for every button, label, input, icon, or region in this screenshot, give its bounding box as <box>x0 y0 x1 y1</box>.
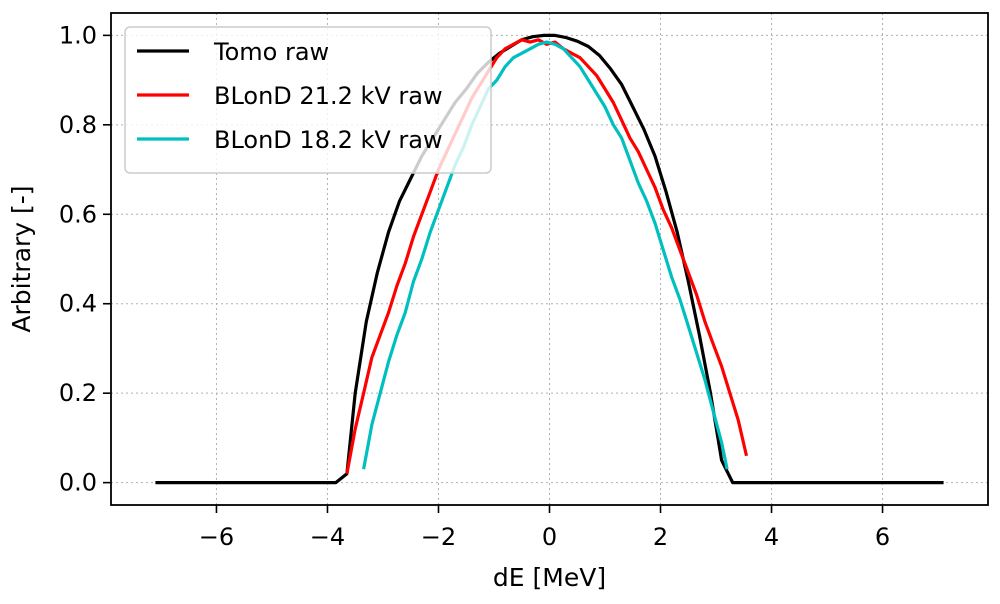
x-tick-label: −2 <box>421 523 456 551</box>
x-tick-label: 2 <box>653 523 668 551</box>
series-line-3 <box>362 40 729 470</box>
x-tick-label: 6 <box>875 523 890 551</box>
x-tick-label: 0 <box>542 523 557 551</box>
x-tick-label: 4 <box>764 523 779 551</box>
legend-label: BLonD 18.2 kV raw <box>214 126 443 154</box>
x-tick-label: −6 <box>199 523 234 551</box>
y-tick-label: 0.6 <box>59 200 97 228</box>
y-tick-label: 0.2 <box>59 379 97 407</box>
axis-ticks: −6 −4 −2 0 2 4 6 0.0 0.2 0.4 0.6 0.8 1.0 <box>59 21 890 551</box>
legend: Tomo raw BLonD 21.2 kV raw BLonD 18.2 kV r… <box>124 26 492 174</box>
y-axis-label: Arbitrary [-] <box>7 185 36 332</box>
series-lines <box>155 33 944 485</box>
y-tick-label: 1.0 <box>59 21 97 49</box>
legend-label: BLonD 21.2 kV raw <box>214 82 443 110</box>
x-tick-label: −4 <box>310 523 345 551</box>
series-line-1 <box>155 33 944 485</box>
series-line-2 <box>345 38 749 474</box>
x-axis-label: dE [MeV] <box>493 563 606 592</box>
y-tick-label: 0.0 <box>59 469 97 497</box>
legend-label: Tomo raw <box>213 38 329 66</box>
y-tick-label: 0.8 <box>59 111 97 139</box>
legend-box <box>124 26 492 174</box>
y-tick-label: 0.4 <box>59 290 97 318</box>
